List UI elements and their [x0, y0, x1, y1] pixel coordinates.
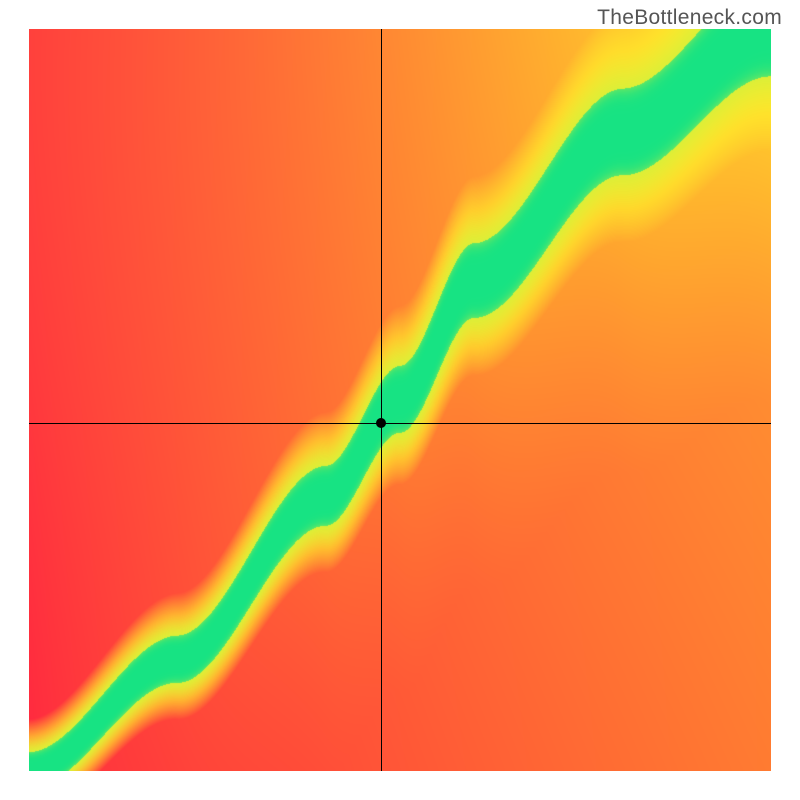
bottleneck-heatmap — [29, 29, 771, 771]
crosshair-horizontal — [29, 423, 771, 424]
chart-container: TheBottleneck.com — [0, 0, 800, 800]
crosshair-vertical — [381, 29, 382, 771]
watermark-text: TheBottleneck.com — [597, 6, 782, 30]
